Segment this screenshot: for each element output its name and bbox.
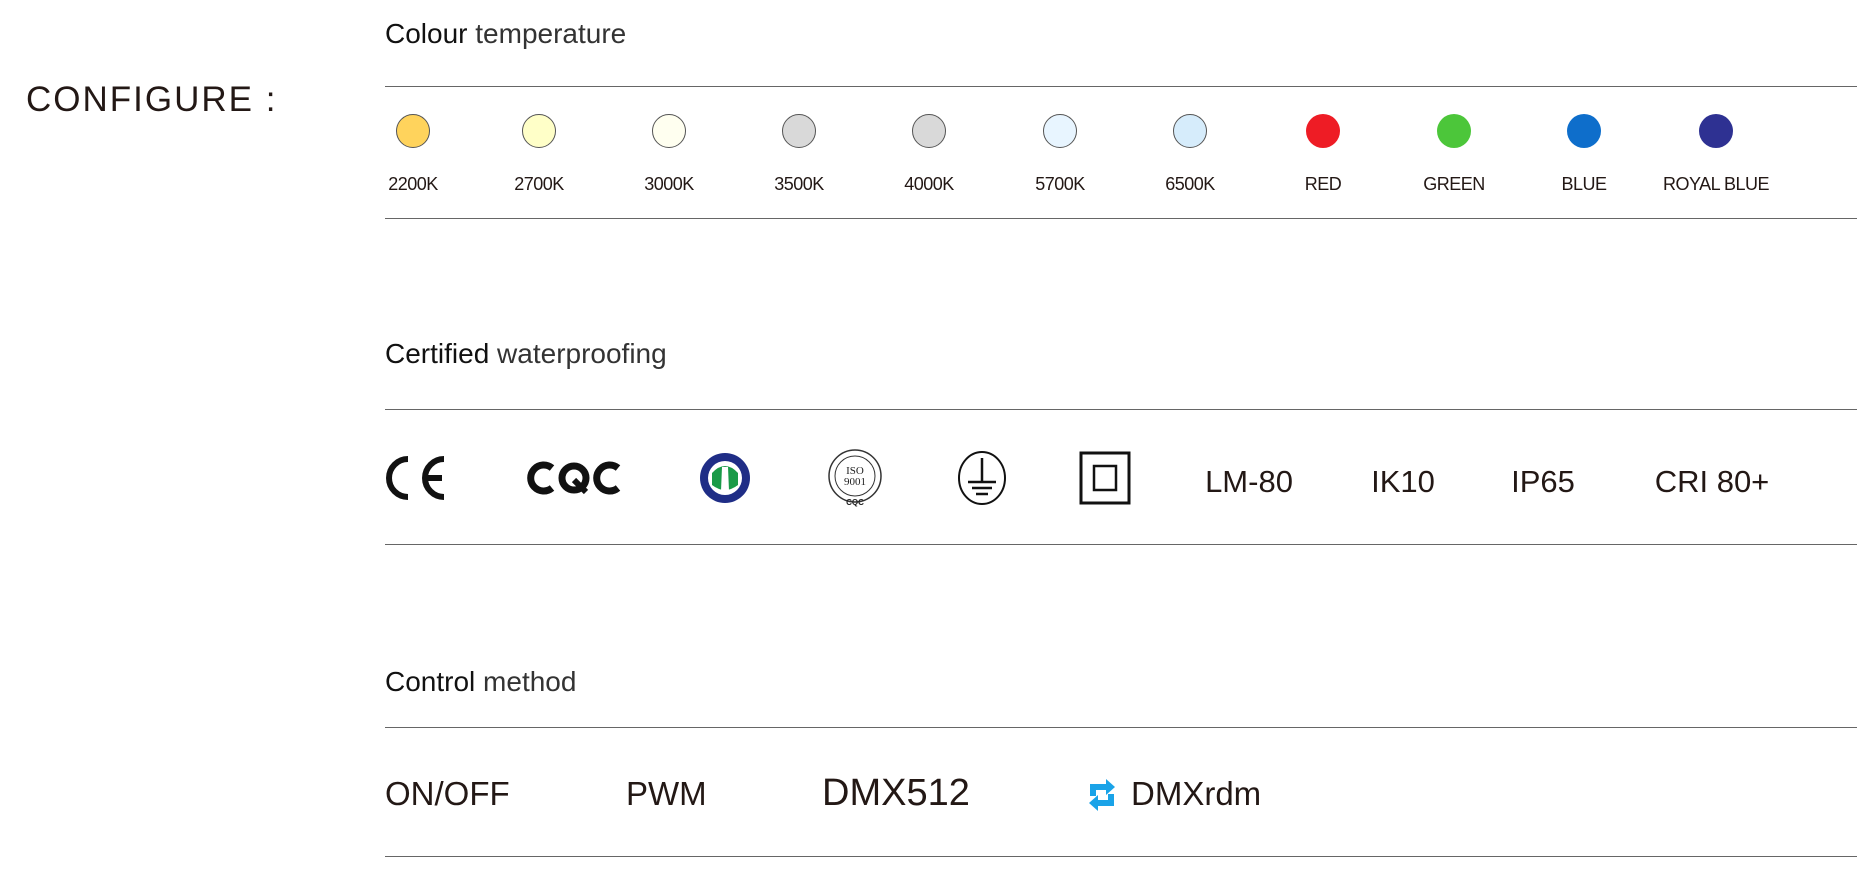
colour-label: 6500K xyxy=(1165,174,1215,194)
control-method-title: Control method xyxy=(385,666,576,698)
colour-label: BLUE xyxy=(1561,174,1607,194)
iso9001-cqc-seal-icon: ISO 9001 CQC xyxy=(827,448,883,516)
control-on-off: ON/OFF xyxy=(385,775,510,812)
cqc-logo-icon xyxy=(524,458,624,506)
divider xyxy=(385,86,1857,87)
colour-swatch xyxy=(1043,114,1077,148)
colour-option-3500k: 3500K xyxy=(739,114,859,195)
colour-temperature-title: Colour temperature xyxy=(385,18,626,50)
lm-80-label: LM-80 xyxy=(1205,464,1293,499)
colour-label: 3500K xyxy=(774,174,824,194)
title-bold: Certified xyxy=(385,338,490,369)
colour-option-2200k: 2200K xyxy=(353,114,473,195)
ip65-label: IP65 xyxy=(1511,464,1575,499)
colour-swatch xyxy=(1173,114,1207,148)
colour-option-blue: BLUE xyxy=(1524,114,1644,195)
control-dmxrdm: DMXrdm xyxy=(1131,775,1262,812)
svg-text:CQC: CQC xyxy=(846,498,864,507)
divider xyxy=(385,218,1857,219)
ce-mark-icon xyxy=(384,455,450,509)
ik10-label: IK10 xyxy=(1371,464,1435,499)
title-rest: method xyxy=(483,666,577,697)
colour-swatch xyxy=(1567,114,1601,148)
rdm-arrows-icon xyxy=(1086,776,1118,819)
title-bold: Colour xyxy=(385,18,468,49)
colour-swatch xyxy=(1699,114,1733,148)
title-bold: Control xyxy=(385,666,476,697)
colour-option-green: GREEN xyxy=(1394,114,1514,195)
colour-label: RED xyxy=(1304,174,1342,194)
cri-label: CRI 80+ xyxy=(1654,464,1770,499)
colour-option-3000k: 3000K xyxy=(609,114,729,195)
colour-option-2700k: 2700K xyxy=(479,114,599,195)
double-insulation-icon xyxy=(1079,451,1131,513)
colour-swatch xyxy=(652,114,686,148)
colour-label: 5700K xyxy=(1035,174,1085,194)
title-rest: waterproofing xyxy=(497,338,667,369)
iso14000-seal-icon xyxy=(698,451,752,513)
control-dmx512: DMX512 xyxy=(822,772,970,814)
svg-text:ISO: ISO xyxy=(846,465,864,477)
colour-option-5700k: 5700K xyxy=(1000,114,1120,195)
configure-heading: CONFIGURE : xyxy=(26,80,278,119)
colour-options: 2200K 2700K 3000K 3500K 4000K 5700K 6500K RED GR… xyxy=(0,114,1857,204)
colour-option-6500k: 6500K xyxy=(1130,114,1250,195)
control-pwm: PWM xyxy=(626,775,707,812)
colour-label: ROYAL BLUE xyxy=(1662,174,1770,194)
divider xyxy=(385,856,1857,857)
protective-earth-icon xyxy=(956,450,1008,514)
certified-waterproofing-title: Certified waterproofing xyxy=(385,338,667,370)
colour-swatch xyxy=(522,114,556,148)
colour-label: 4000K xyxy=(904,174,954,194)
divider xyxy=(385,727,1857,728)
colour-option-red: RED xyxy=(1263,114,1383,195)
colour-swatch xyxy=(1437,114,1471,148)
colour-label: 2700K xyxy=(514,174,564,194)
colour-option-royal-blue: ROYAL BLUE xyxy=(1656,114,1776,195)
colour-swatch xyxy=(1306,114,1340,148)
title-rest: temperature xyxy=(475,18,627,49)
colour-option-4000k: 4000K xyxy=(869,114,989,195)
colour-swatch xyxy=(912,114,946,148)
divider xyxy=(385,409,1857,410)
divider xyxy=(385,544,1857,545)
colour-label: 2200K xyxy=(388,174,438,194)
colour-swatch xyxy=(396,114,430,148)
colour-label: GREEN xyxy=(1423,174,1485,194)
svg-text:9001: 9001 xyxy=(844,476,866,488)
colour-swatch xyxy=(782,114,816,148)
colour-label: 3000K xyxy=(644,174,694,194)
